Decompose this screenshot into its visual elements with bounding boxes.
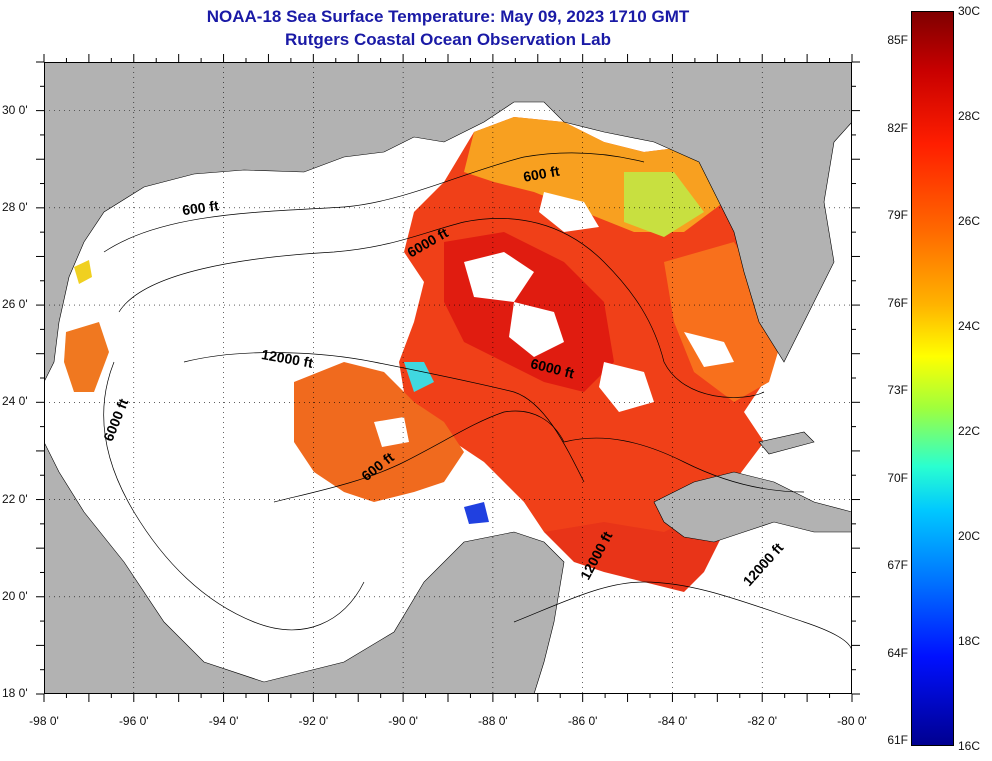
sst-map: 600 ft 600 ft 6000 ft 12000 ft 6000 ft 6000 f… [44,62,852,694]
chart-title: NOAA-18 Sea Surface Temperature: May 09,… [206,7,690,26]
colorbar-fahrenheit-label: 67F [887,558,908,573]
colorbar-celsius-label: 28C [958,109,981,123]
longitude-label: -88 0' [478,714,508,728]
colorbar-fahrenheit-label: 85F [887,33,908,48]
latitude-label: 28 0' [2,199,28,214]
contour-6000ft-west [103,361,365,631]
latitude-label: 30 0' [2,102,28,117]
cloud-layer [374,192,734,447]
contour-label: 600 ft [522,163,561,185]
latitude-label: 22 0' [2,491,28,506]
sst-patch-shelf-cold [624,172,704,237]
colorbar-celsius-label: 24C [958,319,981,333]
colorbar-celsius-label: 30C [958,4,981,18]
colorbar-celsius-label: 20C [958,529,981,543]
colorbar-fahrenheit-label: 64F [887,645,908,660]
colorbar-fahrenheit-label: 79F [887,208,908,223]
land-us-gulf-coast [44,62,852,383]
contour-loop-east [563,437,805,493]
colorbar-celsius-label: 26C [958,214,981,228]
contour-600ft [103,152,645,253]
chart-subtitle: Rutgers Coastal Ocean Observation Lab [285,30,611,49]
latitude-label: 24 0' [2,394,28,409]
latitude-label: 18 0' [2,686,28,700]
land-cuba [653,471,852,543]
contour-600ft-south [273,410,565,503]
contour-lines [103,152,852,653]
contour-12000ft [183,352,585,483]
sst-patch-texas [74,260,92,284]
contour-6000ft-north [118,218,765,398]
sst-patch-yucatan [544,492,734,592]
latitude-label: 20 0' [2,588,28,603]
colorbar-fahrenheit-label: 73F [887,383,908,398]
contour-12000ft-caribbean [513,581,852,653]
latitude-label: 26 0' [2,297,28,312]
colorbar-fahrenheit-label: 76F [887,295,908,310]
longitude-label: -80 0' [837,714,867,728]
longitude-label: -90 0' [388,714,418,728]
longitude-label: -84 0' [657,714,688,728]
land-mexico [44,441,565,694]
longitude-label: -96 0' [118,714,149,728]
temperature-colorbar [911,11,954,746]
colorbar-fahrenheit-label: 70F [887,470,908,485]
longitude-label: -86 0' [567,714,598,728]
contour-label: 600 ft [181,197,220,218]
longitude-label: -98 0' [29,714,59,728]
colorbar-fahrenheit-label: 61F [887,733,908,748]
land-layer [44,62,852,694]
colorbar-celsius-label: 22C [958,424,981,438]
colorbar-celsius-label: 16C [958,739,981,753]
lat-lon-grid [44,62,852,694]
sst-patch-blue-spot [464,502,489,524]
colorbar-celsius-label: 18C [958,634,981,648]
colorbar-fahrenheit-label: 82F [887,120,908,135]
longitude-label: -82 0' [747,714,778,728]
land-keys [758,431,815,455]
sst-patch-west-coast [64,322,109,392]
longitude-label: -94 0' [208,714,239,728]
longitude-label: -92 0' [298,714,329,728]
